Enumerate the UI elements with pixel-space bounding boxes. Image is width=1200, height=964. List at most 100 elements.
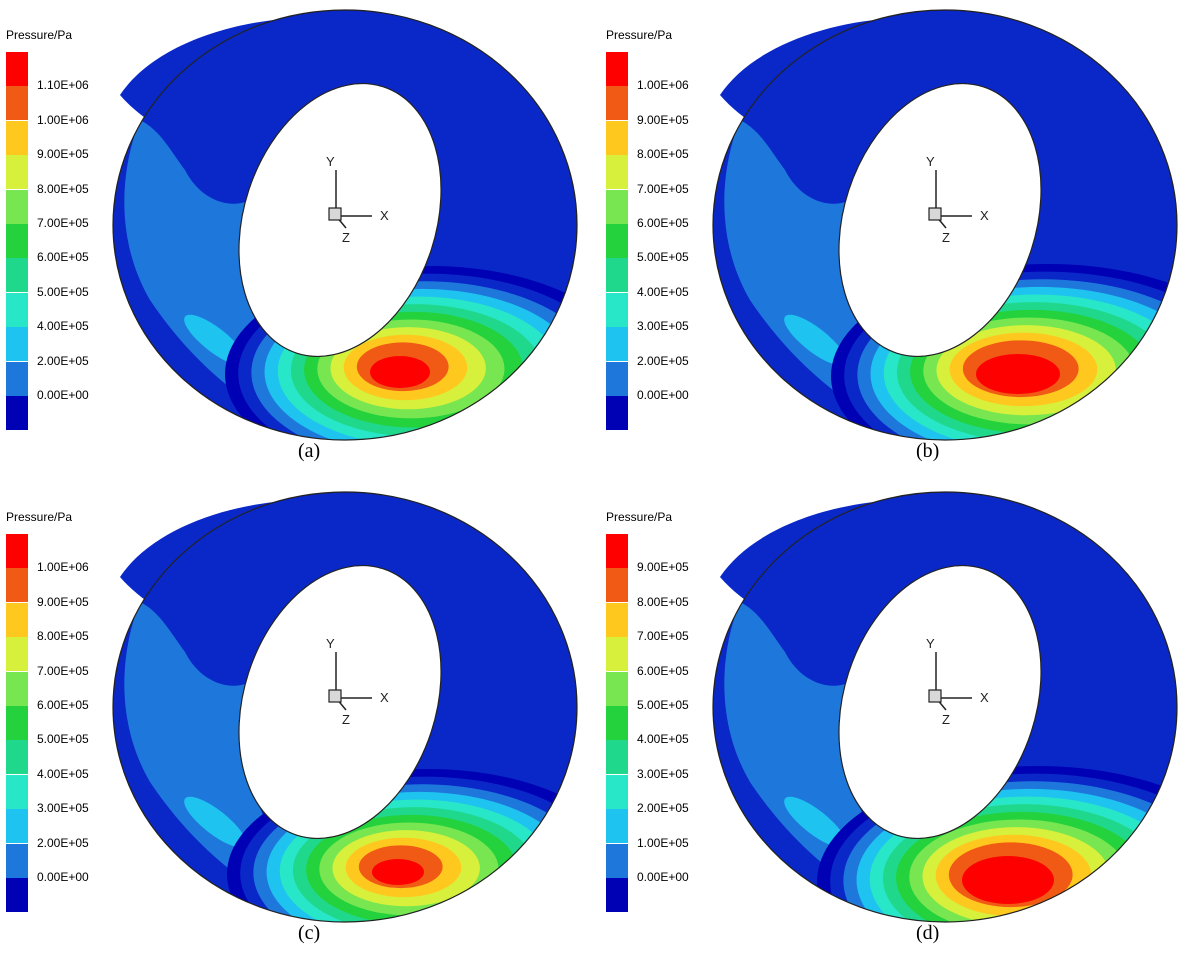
legend-tick-label: 4.00E+05: [37, 766, 89, 781]
panel-c: Y X Z Pressure/Pa 1.00E+06 9.00E+05 8.00E+05 7.…: [0, 482, 600, 964]
legend-swatch: [606, 740, 628, 775]
legend-row: [606, 52, 726, 86]
legend-swatch: [6, 86, 28, 121]
legend-row: [6, 224, 126, 258]
legend-row: [6, 637, 126, 672]
legend-row: [6, 189, 126, 224]
legend-swatch: [606, 86, 628, 121]
legend-tick-label: 3.00E+05: [37, 801, 89, 816]
legend-row: [6, 86, 126, 121]
plot-background: [0, 482, 600, 964]
legend-tick-label: 6.00E+05: [37, 250, 89, 265]
legend-swatch: [6, 878, 28, 912]
cylinder-contour-plot: Y X Z: [600, 0, 1200, 482]
legend-swatch: [6, 602, 28, 637]
legend-swatch: [606, 774, 628, 809]
legend-swatch: [606, 327, 628, 362]
cylinder-outline: [712, 9, 1178, 441]
legend-swatch: [606, 568, 628, 603]
cylinder-outline: [712, 491, 1178, 923]
legend-row: [606, 120, 726, 155]
legend-swatch: [6, 224, 28, 258]
legend-row: [6, 155, 126, 190]
legend-row: [6, 740, 126, 775]
legend-tick-label: 8.00E+05: [37, 181, 89, 196]
legend-tick-label: 2.00E+05: [637, 801, 689, 816]
legend-swatch: [606, 361, 628, 396]
plot-background: [0, 0, 600, 482]
legend-tick-label: 5.00E+05: [37, 732, 89, 747]
legend-tick-label: 0.00E+00: [637, 388, 689, 402]
pressure-peak: [962, 856, 1054, 904]
axis-label-y: Y: [926, 636, 935, 651]
legend-tick-label: 7.00E+05: [37, 216, 89, 230]
legend-row: [6, 327, 126, 362]
pressure-band-streak: [784, 796, 846, 848]
legend-swatch: [606, 706, 628, 740]
legend-swatch: [6, 120, 28, 155]
legend-row: [606, 637, 726, 672]
cylinder-contour-plot: Y X Z: [0, 0, 600, 482]
cylinder-outline: [112, 491, 578, 923]
legend-swatch: [6, 189, 28, 224]
axis-label-x: X: [380, 690, 389, 705]
legend-row: [606, 361, 726, 396]
panel-caption: (c): [298, 922, 321, 944]
legend-tick-label: 7.00E+05: [637, 629, 689, 644]
axis-label-z: Z: [942, 230, 950, 245]
legend-tick-label: 1.00E+06: [37, 112, 89, 127]
legend-tick-label: 2.00E+05: [37, 353, 89, 368]
legend-swatch: [6, 637, 28, 672]
legend-row: [606, 86, 726, 121]
legend-swatch: [6, 258, 28, 293]
axis-triad: Y X Z: [326, 636, 389, 727]
axis-label-z: Z: [342, 712, 350, 727]
legend-tick-label: 1.00E+06: [637, 78, 689, 93]
legend-tick-label: 5.00E+05: [37, 284, 89, 299]
legend-swatch: [606, 224, 628, 258]
legend-tick-label: 6.00E+05: [37, 698, 89, 712]
legend-row: [6, 843, 126, 878]
legend-title: Pressure/Pa: [6, 28, 73, 42]
legend-swatch: [606, 843, 628, 878]
cylinder-contour-plot: Y X Z: [600, 482, 1200, 964]
legend-row: [606, 568, 726, 603]
legend-row: [6, 774, 126, 809]
legend-tick-label: 9.00E+05: [637, 112, 689, 127]
axis-label-x: X: [380, 208, 389, 223]
axis-label-x: X: [980, 690, 989, 705]
legend-tick-label: 8.00E+05: [637, 594, 689, 609]
legend-row: [606, 706, 726, 740]
legend-row: [6, 878, 126, 912]
legend-swatch: [6, 361, 28, 396]
pressure-peak: [976, 354, 1060, 394]
legend-swatch: [606, 396, 628, 430]
legend-tick-label: 4.00E+05: [637, 284, 689, 299]
legend-tick-label: 6.00E+05: [637, 663, 689, 678]
legend-row: [6, 809, 126, 844]
legend-swatch: [606, 602, 628, 637]
legend-tick-label: 1.00E+06: [37, 560, 89, 575]
legend-swatch: [606, 809, 628, 844]
legend-row: [6, 52, 126, 86]
legend-row: [6, 706, 126, 740]
legend-row: [606, 671, 726, 706]
legend-tick-label: 9.00E+05: [637, 560, 689, 575]
legend-row: [6, 671, 126, 706]
legend-row: [606, 774, 726, 809]
panel-caption: (b): [916, 440, 940, 462]
legend-tick-label: 3.00E+05: [637, 766, 689, 781]
pressure-band-streak: [184, 796, 246, 848]
legend-tick-label: 0.00E+00: [637, 870, 689, 884]
legend-swatch: [606, 292, 628, 327]
plot-background: [600, 482, 1200, 964]
legend-tick-label: 3.00E+05: [637, 319, 689, 334]
legend-tick-label: 7.00E+05: [637, 181, 689, 196]
legend-tick-label: 5.00E+05: [637, 698, 689, 712]
legend-swatch: [6, 706, 28, 740]
legend-tick-label: 7.00E+05: [37, 663, 89, 678]
legend-tick-label: 6.00E+05: [637, 216, 689, 230]
legend-row: [606, 740, 726, 775]
panel-caption: (d): [916, 922, 940, 944]
axis-label-x: X: [980, 208, 989, 223]
